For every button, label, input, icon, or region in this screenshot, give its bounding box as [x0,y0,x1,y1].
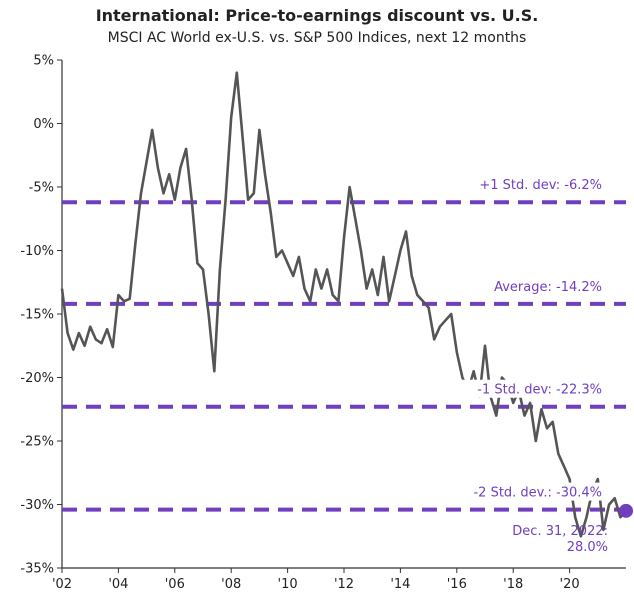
x-tick-label: '10 [278,577,298,592]
x-tick-label: '14 [390,577,410,592]
y-tick-label: -35% [20,562,54,577]
y-tick-label: 0% [33,117,54,132]
reference-label-background [483,276,606,295]
x-tick-label: '20 [560,577,580,592]
y-tick-label: -15% [20,308,54,323]
reference-line-label: +1 Std. dev: -6.2% [479,178,602,193]
x-tick-label: '08 [221,577,241,592]
reference-label-background [446,482,606,501]
end-point-label-value: 28.0% [567,540,608,555]
reference-lines [62,200,626,512]
y-tick-label: -5% [29,181,54,196]
reference-label-background [453,379,606,398]
series-group [60,71,627,538]
reference-line-label: -1 Std. dev: -22.3% [477,383,602,398]
reference-line-label: Average: -14.2% [494,280,602,295]
chart-title: International: Price-to-earnings discoun… [95,6,539,25]
reference-label-background [460,175,606,194]
x-tick-label: '04 [108,577,128,592]
x-tick-label: '06 [165,577,185,592]
x-tick-label: '02 [52,577,72,592]
chart-axes: 5% 0% -5% -10% -15% -20% -25% -30% -35%'02 '04 '06… [20,54,626,592]
x-tick-label: '18 [503,577,523,592]
end-point-marker [619,503,633,518]
y-tick-label: -20% [20,371,54,386]
y-tick-label: -30% [20,498,54,513]
chart-subtitle: MSCI AC World ex-U.S. vs. S&P 500 Indice… [107,30,527,46]
reference-line-label: -2 Std. dev.: -30.4% [473,486,602,501]
end-point-label-date: Dec. 31, 2022: [512,524,608,539]
y-tick-label: -10% [20,244,54,259]
pe-discount-series-line [60,71,627,538]
y-tick-label: -25% [20,435,54,450]
chart-labels: +1 Std. dev: -6.2% Average: -14.2% -1 Std.… [446,175,633,555]
x-tick-label: '12 [334,577,354,592]
x-tick-label: '16 [447,577,467,592]
y-tick-label: 5% [33,54,54,69]
